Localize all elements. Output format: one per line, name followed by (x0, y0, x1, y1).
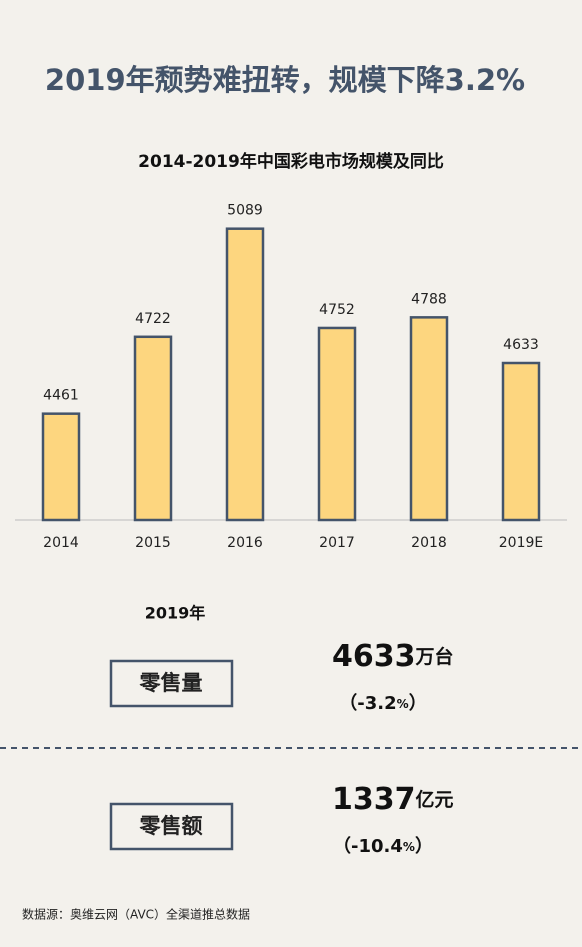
x-tick-label: 2016 (227, 535, 263, 551)
unit: 亿元 (416, 788, 454, 811)
value: 4633 (332, 639, 416, 674)
paren: ） (409, 693, 427, 714)
value-label: 4461 (43, 388, 79, 404)
percent: % (403, 840, 415, 854)
row-label: 零售量 (139, 671, 203, 695)
bar (317, 326, 357, 522)
value-label: 5089 (227, 203, 263, 219)
value-label: 4752 (319, 302, 355, 318)
bar (133, 335, 173, 522)
row-label: 零售额 (139, 814, 203, 838)
x-tick-label: 2015 (135, 535, 171, 551)
row-value: 1337亿元 (332, 782, 454, 817)
chart-title: 2014-2019年中国彩电市场规模及同比 (138, 151, 444, 172)
row-change: （-3.2%） (339, 693, 426, 714)
label-box (109, 659, 234, 708)
chart: 4461 2014 4722 2015 5089 2016 4752 2017 4788 2018… (15, 203, 567, 551)
change: -3.2 (357, 693, 396, 714)
summary-year: 2019年 (145, 604, 206, 623)
value-label: 4788 (411, 291, 447, 307)
source-note: 数据源：奥维云网（AVC）全渠道推总数据 (22, 907, 250, 922)
row-change: （-10.4%） (333, 836, 433, 857)
bar (41, 412, 81, 522)
x-tick-label: 2019E (499, 535, 543, 551)
x-tick-label: 2014 (43, 535, 79, 551)
page-title: 2019年颓势难扭转，规模下降3.2% (45, 63, 525, 97)
paren: （ (333, 836, 351, 857)
percent: % (397, 697, 409, 711)
change: -10.4 (351, 836, 403, 857)
value: 1337 (332, 782, 416, 817)
unit: 万台 (415, 645, 454, 668)
row-value: 4633万台 (332, 639, 454, 674)
value-label: 4633 (503, 337, 539, 353)
bar (409, 316, 449, 522)
x-tick-label: 2017 (319, 535, 355, 551)
x-tick-label: 2018 (411, 535, 447, 551)
value-label: 4722 (135, 311, 171, 327)
paren: （ (339, 693, 357, 714)
label-box (109, 802, 234, 851)
paren: ） (415, 836, 433, 857)
bar (501, 361, 541, 522)
bar (225, 227, 265, 522)
